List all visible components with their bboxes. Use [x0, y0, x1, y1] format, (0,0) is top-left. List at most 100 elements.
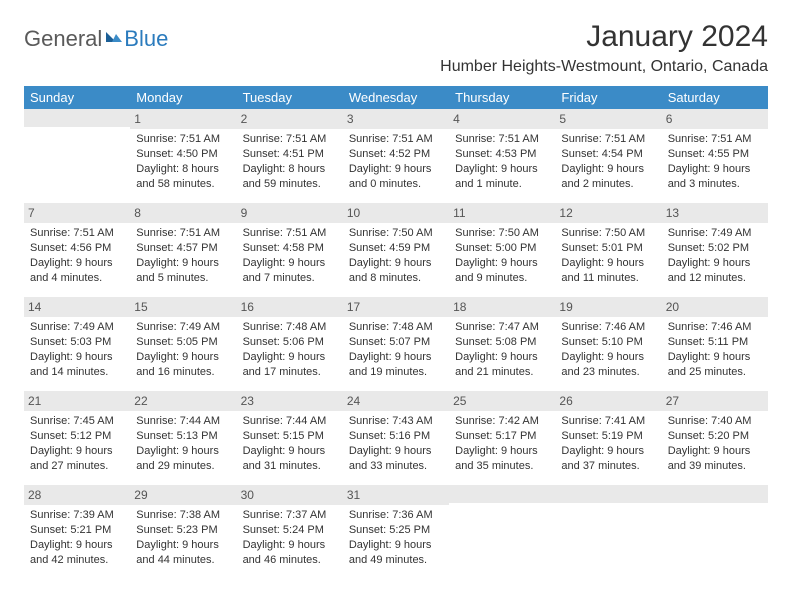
daylight-line: Daylight: 9 hours and 1 minute. [455, 162, 549, 192]
sunset-line: Sunset: 5:13 PM [136, 429, 230, 444]
sunset-line: Sunset: 4:56 PM [30, 241, 124, 256]
sunset-line: Sunset: 5:08 PM [455, 335, 549, 350]
sunset-line: Sunset: 5:19 PM [561, 429, 655, 444]
day-number: 16 [237, 297, 343, 317]
daylight-line: Daylight: 9 hours and 8 minutes. [349, 256, 443, 286]
dayname-fri: Friday [555, 86, 661, 109]
month-title: January 2024 [440, 20, 768, 54]
daylight-line: Daylight: 9 hours and 37 minutes. [561, 444, 655, 474]
sunset-line: Sunset: 5:07 PM [349, 335, 443, 350]
sunset-line: Sunset: 5:15 PM [243, 429, 337, 444]
sunrise-line: Sunrise: 7:40 AM [668, 414, 762, 429]
daylight-line: Daylight: 9 hours and 14 minutes. [30, 350, 124, 380]
logo-text-blue: Blue [124, 26, 168, 52]
calendar-cell: 2Sunrise: 7:51 AMSunset: 4:51 PMDaylight… [237, 109, 343, 203]
daylight-line: Daylight: 9 hours and 25 minutes. [668, 350, 762, 380]
day-number: 17 [343, 297, 449, 317]
day-number: 11 [449, 203, 555, 223]
day-number: 31 [343, 485, 449, 505]
sunrise-line: Sunrise: 7:51 AM [349, 132, 443, 147]
sunrise-line: Sunrise: 7:50 AM [349, 226, 443, 241]
day-number: 21 [24, 391, 130, 411]
sunrise-line: Sunrise: 7:51 AM [136, 132, 230, 147]
daylight-line: Daylight: 9 hours and 46 minutes. [243, 538, 337, 568]
dayname-sun: Sunday [24, 86, 130, 109]
day-number: 7 [24, 203, 130, 223]
sunset-line: Sunset: 5:05 PM [136, 335, 230, 350]
day-number: 14 [24, 297, 130, 317]
sunset-line: Sunset: 5:17 PM [455, 429, 549, 444]
calendar-cell: 1Sunrise: 7:51 AMSunset: 4:50 PMDaylight… [130, 109, 236, 203]
logo-text-general: General [24, 26, 102, 52]
sunrise-line: Sunrise: 7:51 AM [455, 132, 549, 147]
daylight-line: Daylight: 9 hours and 39 minutes. [668, 444, 762, 474]
calendar-cell: 27Sunrise: 7:40 AMSunset: 5:20 PMDayligh… [662, 391, 768, 485]
calendar-week: 1Sunrise: 7:51 AMSunset: 4:50 PMDaylight… [24, 109, 768, 203]
sunrise-line: Sunrise: 7:51 AM [243, 132, 337, 147]
day-number: 1 [130, 109, 236, 129]
location: Humber Heights-Westmount, Ontario, Canad… [440, 58, 768, 76]
daylight-line: Daylight: 9 hours and 44 minutes. [136, 538, 230, 568]
sunset-line: Sunset: 5:21 PM [30, 523, 124, 538]
day-number [662, 485, 768, 503]
sunset-line: Sunset: 4:51 PM [243, 147, 337, 162]
sunrise-line: Sunrise: 7:51 AM [30, 226, 124, 241]
sunrise-line: Sunrise: 7:38 AM [136, 508, 230, 523]
daylight-line: Daylight: 9 hours and 0 minutes. [349, 162, 443, 192]
sunset-line: Sunset: 4:58 PM [243, 241, 337, 256]
day-number: 5 [555, 109, 661, 129]
sunset-line: Sunset: 4:55 PM [668, 147, 762, 162]
title-block: January 2024 Humber Heights-Westmount, O… [440, 20, 768, 76]
calendar-cell: 4Sunrise: 7:51 AMSunset: 4:53 PMDaylight… [449, 109, 555, 203]
sunrise-line: Sunrise: 7:36 AM [349, 508, 443, 523]
day-number: 15 [130, 297, 236, 317]
dayname-wed: Wednesday [343, 86, 449, 109]
calendar-week: 21Sunrise: 7:45 AMSunset: 5:12 PMDayligh… [24, 391, 768, 485]
day-number: 30 [237, 485, 343, 505]
sunset-line: Sunset: 5:16 PM [349, 429, 443, 444]
day-number: 20 [662, 297, 768, 317]
daylight-line: Daylight: 9 hours and 3 minutes. [668, 162, 762, 192]
day-number: 23 [237, 391, 343, 411]
daylight-line: Daylight: 9 hours and 19 minutes. [349, 350, 443, 380]
calendar-cell [555, 485, 661, 579]
sunset-line: Sunset: 4:59 PM [349, 241, 443, 256]
sunrise-line: Sunrise: 7:50 AM [561, 226, 655, 241]
day-number: 4 [449, 109, 555, 129]
daylight-line: Daylight: 9 hours and 5 minutes. [136, 256, 230, 286]
sunrise-line: Sunrise: 7:48 AM [243, 320, 337, 335]
dayname-row: Sunday Monday Tuesday Wednesday Thursday… [24, 86, 768, 109]
daylight-line: Daylight: 9 hours and 21 minutes. [455, 350, 549, 380]
calendar-cell: 10 Sunrise: 7:50 AMSunset: 4:59 PMDayligh… [343, 203, 449, 297]
day-number: 24 [343, 391, 449, 411]
calendar-cell: 3Sunrise: 7:51 AMSunset: 4:52 PMDaylight… [343, 109, 449, 203]
calendar-cell: 6Sunrise: 7:51 AMSunset: 4:55 PMDaylight… [662, 109, 768, 203]
calendar-cell: 30Sunrise: 7:37 AMSunset: 5:24 PMDayligh… [237, 485, 343, 579]
daylight-line: Daylight: 8 hours and 59 minutes. [243, 162, 337, 192]
sunrise-line: Sunrise: 7:42 AM [455, 414, 549, 429]
day-number: 10 [343, 203, 449, 223]
dayname-tue: Tuesday [237, 86, 343, 109]
day-number: 27 [662, 391, 768, 411]
daylight-line: Daylight: 9 hours and 31 minutes. [243, 444, 337, 474]
daylight-line: Daylight: 9 hours and 17 minutes. [243, 350, 337, 380]
daylight-line: Daylight: 9 hours and 35 minutes. [455, 444, 549, 474]
sunset-line: Sunset: 5:03 PM [30, 335, 124, 350]
sunrise-line: Sunrise: 7:51 AM [668, 132, 762, 147]
sunrise-line: Sunrise: 7:48 AM [349, 320, 443, 335]
sunset-line: Sunset: 5:02 PM [668, 241, 762, 256]
sunrise-line: Sunrise: 7:51 AM [243, 226, 337, 241]
sunrise-line: Sunrise: 7:46 AM [668, 320, 762, 335]
sunset-line: Sunset: 4:57 PM [136, 241, 230, 256]
sunrise-line: Sunrise: 7:44 AM [136, 414, 230, 429]
sunrise-line: Sunrise: 7:41 AM [561, 414, 655, 429]
sunset-line: Sunset: 5:24 PM [243, 523, 337, 538]
header: General Blue January 2024 Humber Heights… [24, 20, 768, 76]
daylight-line: Daylight: 9 hours and 16 minutes. [136, 350, 230, 380]
calendar-cell [449, 485, 555, 579]
day-number: 3 [343, 109, 449, 129]
day-number [449, 485, 555, 503]
calendar-cell: 12Sunrise: 7:50 AMSunset: 5:01 PMDayligh… [555, 203, 661, 297]
calendar-cell: 21Sunrise: 7:45 AMSunset: 5:12 PMDayligh… [24, 391, 130, 485]
calendar-body: 1Sunrise: 7:51 AMSunset: 4:50 PMDaylight… [24, 109, 768, 579]
